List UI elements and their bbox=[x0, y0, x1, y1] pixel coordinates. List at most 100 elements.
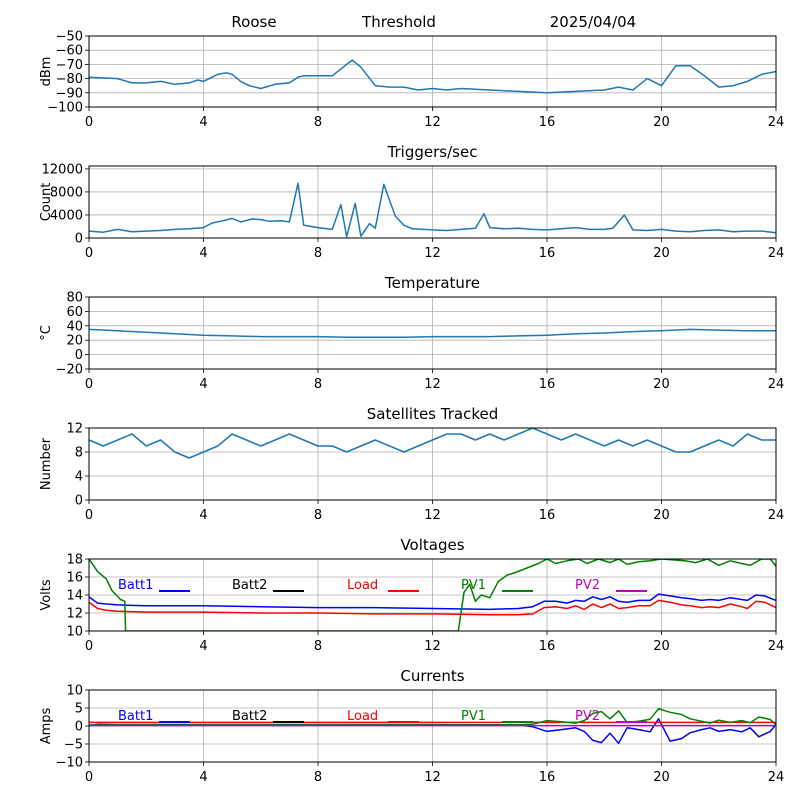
y-tick-label: −70 bbox=[56, 58, 83, 73]
chart-title: Voltages bbox=[400, 536, 464, 554]
y-tick-label: −10 bbox=[56, 756, 83, 771]
series-line-3 bbox=[89, 428, 776, 459]
y-tick-label: −90 bbox=[56, 86, 83, 101]
series-line-pv1 bbox=[89, 559, 776, 631]
y-axis-label: Amps bbox=[39, 707, 54, 744]
header-left: Roose bbox=[231, 13, 276, 31]
y-axis-label: dBm bbox=[39, 57, 54, 87]
chart-title: Currents bbox=[400, 667, 464, 685]
chart-panel-3: 0 4 8 12 16 20 24 0 4 8 12 Satellites Tracked Number bbox=[39, 405, 784, 523]
y-tick-label: −100 bbox=[47, 101, 83, 116]
x-tick-label: 12 bbox=[424, 770, 441, 785]
chart-panel-0: 0 4 8 12 16 20 24 −50−60−70−80−90−100 dBm bbox=[39, 30, 784, 131]
legend-label: Load bbox=[347, 578, 378, 593]
y-tick-label: 10 bbox=[66, 684, 83, 699]
y-tick-label: 5 bbox=[75, 702, 83, 717]
y-tick-label: 14 bbox=[66, 589, 83, 604]
chart-title: Triggers/sec bbox=[387, 143, 478, 161]
x-tick-label: 16 bbox=[539, 508, 556, 523]
legend-label: PV2 bbox=[575, 578, 600, 593]
legend-label: Batt2 bbox=[232, 709, 267, 724]
x-tick-label: 0 bbox=[85, 115, 93, 130]
y-tick-label: 4000 bbox=[50, 208, 83, 223]
chart-title: Satellites Tracked bbox=[367, 405, 498, 423]
y-tick-label: 0 bbox=[75, 348, 83, 363]
y-axis-label: Count bbox=[39, 183, 54, 222]
x-tick-label: 4 bbox=[199, 246, 207, 261]
y-tick-label: −80 bbox=[56, 72, 83, 87]
x-tick-label: 0 bbox=[85, 377, 93, 392]
y-tick-label: 16 bbox=[66, 571, 83, 586]
x-tick-label: 0 bbox=[85, 508, 93, 523]
series-line-2 bbox=[89, 328, 776, 339]
y-tick-label: −5 bbox=[64, 738, 83, 753]
y-tick-label: 18 bbox=[66, 553, 83, 568]
x-tick-label: 0 bbox=[85, 246, 93, 261]
x-tick-label: 16 bbox=[539, 246, 556, 261]
legend-label: PV2 bbox=[575, 709, 600, 724]
x-tick-label: 24 bbox=[768, 770, 785, 785]
x-tick-label: 12 bbox=[424, 246, 441, 261]
x-tick-label: 8 bbox=[314, 770, 322, 785]
y-tick-label: 60 bbox=[66, 305, 83, 320]
y-tick-label: 12000 bbox=[42, 162, 83, 177]
x-tick-label: 16 bbox=[539, 377, 556, 392]
series-line-1 bbox=[89, 182, 776, 238]
y-tick-label: 4 bbox=[75, 470, 83, 485]
x-tick-label: 20 bbox=[653, 115, 670, 130]
chart-panel-5: 0 4 8 12 16 20 24 −10 −5 0 5 10 Currents Amps Batt1 Bat… bbox=[39, 667, 784, 785]
x-tick-label: 0 bbox=[85, 639, 93, 654]
legend-label: PV1 bbox=[461, 578, 486, 593]
chart-title: Temperature bbox=[384, 274, 480, 292]
legend-label: Batt2 bbox=[232, 578, 267, 593]
x-tick-label: 24 bbox=[768, 246, 785, 261]
y-tick-label: −50 bbox=[56, 30, 83, 45]
x-tick-label: 12 bbox=[424, 639, 441, 654]
x-tick-label: 20 bbox=[653, 639, 670, 654]
legend-label: PV1 bbox=[461, 709, 486, 724]
chart-panel-1: 0 4 8 12 16 20 24 0 4000 8000 12000 Triggers/sec Cou… bbox=[39, 143, 784, 261]
y-tick-label: 8 bbox=[75, 446, 83, 461]
x-tick-label: 4 bbox=[199, 377, 207, 392]
x-tick-label: 20 bbox=[653, 770, 670, 785]
x-tick-label: 4 bbox=[199, 639, 207, 654]
x-tick-label: 16 bbox=[539, 639, 556, 654]
y-tick-label: 10 bbox=[66, 625, 83, 640]
y-tick-label: 0 bbox=[75, 494, 83, 509]
y-tick-label: −20 bbox=[56, 363, 83, 378]
x-tick-label: 16 bbox=[539, 115, 556, 130]
y-tick-label: 40 bbox=[66, 319, 83, 334]
x-tick-label: 4 bbox=[199, 508, 207, 523]
y-axis-label: Volts bbox=[39, 579, 54, 611]
header-center: Threshold bbox=[361, 13, 436, 31]
y-tick-label: 80 bbox=[66, 291, 83, 306]
x-tick-label: 20 bbox=[653, 508, 670, 523]
header-right: 2025/04/04 bbox=[550, 13, 636, 31]
y-tick-label: 12 bbox=[66, 607, 83, 622]
series-line-batt1 bbox=[89, 593, 776, 611]
y-tick-label: 20 bbox=[66, 334, 83, 349]
series-line-0 bbox=[89, 59, 776, 94]
y-tick-label: −60 bbox=[56, 44, 83, 59]
x-tick-label: 24 bbox=[768, 115, 785, 130]
x-tick-label: 8 bbox=[314, 639, 322, 654]
x-tick-label: 8 bbox=[314, 246, 322, 261]
x-tick-label: 24 bbox=[768, 377, 785, 392]
x-tick-label: 20 bbox=[653, 246, 670, 261]
x-tick-label: 12 bbox=[424, 508, 441, 523]
y-tick-label: 12 bbox=[66, 422, 83, 437]
chart-panel-4: 0 4 8 12 16 20 24 10 12 14 16 18 Voltages Volts Batt1 B… bbox=[39, 536, 784, 654]
y-axis-label: °C bbox=[39, 325, 54, 341]
x-tick-label: 12 bbox=[424, 115, 441, 130]
y-axis-label: Number bbox=[39, 437, 54, 490]
x-tick-label: 8 bbox=[314, 508, 322, 523]
legend-label: Batt1 bbox=[118, 709, 153, 724]
x-tick-label: 4 bbox=[199, 770, 207, 785]
y-tick-label: 0 bbox=[75, 720, 83, 735]
x-tick-label: 24 bbox=[768, 639, 785, 654]
legend-label: Batt1 bbox=[118, 578, 153, 593]
x-tick-label: 4 bbox=[199, 115, 207, 130]
legend-label: Load bbox=[347, 709, 378, 724]
